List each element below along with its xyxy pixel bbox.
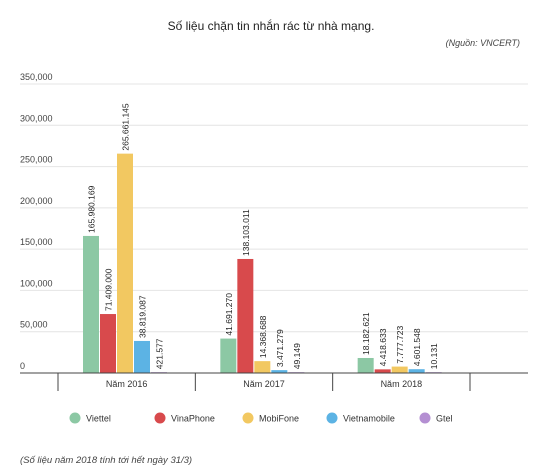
data-label: 265.661.145	[121, 103, 131, 151]
y-tick-label: 50,000	[20, 320, 48, 330]
data-label: 4.601.548	[412, 328, 422, 366]
bar-vietnamobile-3	[408, 369, 425, 373]
category-label: Năm 2018	[381, 379, 423, 389]
bar-vinaphone-1	[100, 314, 116, 373]
data-label: 14.368.688	[258, 315, 268, 358]
data-label: 71.409.000	[104, 268, 114, 311]
bar-mobifone-3	[391, 366, 408, 373]
data-label: 18.182.621	[361, 312, 371, 355]
bar-vietnamobile-2	[271, 370, 288, 373]
data-label: 3.471.279	[275, 329, 285, 367]
bar-mobifone-2	[254, 361, 271, 373]
bar-vinaphone-3	[374, 369, 391, 373]
legend-swatch	[419, 412, 431, 424]
category-label: Năm 2017	[243, 379, 285, 389]
data-label: 4.418.633	[378, 328, 388, 366]
legend-label: VinaPhone	[171, 414, 215, 424]
bar-viettel-2	[220, 338, 237, 373]
data-label: 10.131	[429, 343, 439, 369]
bars	[83, 153, 442, 373]
y-axis-ticks: 0 50,000 100,000 150,000 200,000 250,000 300,0…	[20, 72, 53, 371]
legend-label: Viettel	[86, 414, 111, 424]
bar-chart: 0 50,000 100,000 150,000 200,000 250,000 300,0…	[20, 72, 528, 424]
legend: Viettel VinaPhone MobiFone Vietnamobile Gtel	[69, 412, 453, 424]
legend-label: Vietnamobile	[343, 414, 395, 424]
data-label: 165.980.169	[87, 185, 97, 233]
y-tick-label: 200,000	[20, 196, 53, 206]
legend-label: Gtel	[436, 414, 453, 424]
bar-viettel-1	[83, 235, 99, 373]
legend-label: MobiFone	[259, 414, 299, 424]
data-label: 138.103.011	[241, 209, 251, 256]
y-tick-label: 100,000	[20, 278, 53, 288]
legend-swatch	[154, 412, 166, 424]
y-tick-label: 150,000	[20, 237, 53, 247]
footnote: (Số liệu năm 2018 tính tới hết ngày 31/3…	[20, 455, 193, 466]
data-label: 41.691.270	[224, 293, 234, 336]
legend-swatch	[242, 412, 254, 424]
source-note: (Nguồn: VNCERT)	[445, 38, 520, 48]
category-label: Năm 2016	[106, 379, 148, 389]
bar-viettel-3	[357, 357, 374, 373]
bar-mobifone-1	[117, 153, 133, 373]
bar-vinaphone-2	[237, 258, 254, 373]
category-axis: Năm 2016 Năm 2017 Năm 2018	[20, 372, 528, 391]
y-tick-label: 350,000	[20, 72, 53, 82]
y-tick-label: 300,000	[20, 113, 53, 123]
y-tick-label: 250,000	[20, 155, 53, 165]
data-label: 421.577	[155, 338, 165, 369]
legend-swatch	[326, 412, 338, 424]
data-labels: 165.980.169 71.409.000 265.661.145 38.819.0…	[87, 103, 440, 369]
data-label: 7.777.723	[395, 325, 405, 363]
bar-vietnamobile-1	[134, 340, 150, 373]
data-label: 49.149	[292, 343, 302, 369]
y-tick-label: 0	[20, 361, 25, 371]
legend-swatch	[69, 412, 81, 424]
chart-title: Số liệu chặn tin nhắn rác từ nhà mạng.	[167, 19, 375, 33]
data-label: 38.819.087	[138, 295, 148, 338]
